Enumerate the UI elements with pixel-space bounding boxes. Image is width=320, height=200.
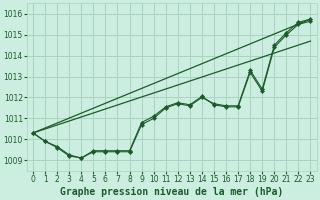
X-axis label: Graphe pression niveau de la mer (hPa): Graphe pression niveau de la mer (hPa) (60, 186, 284, 197)
